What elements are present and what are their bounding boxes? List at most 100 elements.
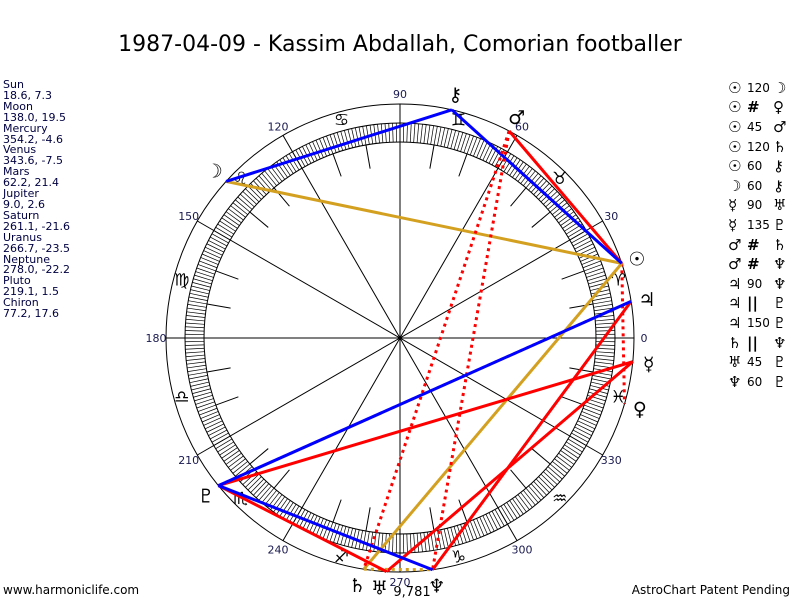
degree-tick	[186, 315, 206, 318]
website-link[interactable]: www.harmoniclife.com	[3, 583, 140, 597]
degree-tick	[326, 135, 334, 154]
degree-tick	[315, 518, 324, 537]
aspect-line-sun-moon	[225, 179, 623, 265]
ten-degree-tick	[458, 153, 468, 177]
degree-tick	[552, 461, 568, 474]
planet-values-sun: 18.6, 7.3	[3, 88, 52, 102]
degree-tick	[188, 375, 208, 380]
degree-tick	[514, 496, 527, 513]
ten-degree-tick	[215, 396, 239, 406]
aspect-line-saturn-neptune	[363, 567, 433, 572]
venus-glyph-icon: ♀	[773, 98, 784, 117]
aspect-label: 60	[747, 159, 763, 174]
degree-tick	[245, 473, 260, 488]
degree-label: 120	[268, 121, 289, 134]
degree-tick	[423, 124, 427, 144]
moon-glyph-icon: ☽	[773, 78, 787, 97]
aspect-label: 45	[747, 355, 763, 370]
pluto-glyph-icon: ♇	[773, 313, 787, 332]
degree-tick	[562, 447, 579, 459]
degree-tick	[577, 420, 596, 430]
degree-tick	[282, 502, 294, 519]
mars-glyph-icon: ♂	[773, 117, 787, 136]
degree-tick	[450, 527, 456, 546]
degree-tick	[585, 401, 604, 409]
planet-name-sun: Sun	[3, 78, 24, 91]
degree-tick	[388, 123, 391, 143]
degree-tick	[322, 520, 331, 539]
degree-tick	[185, 354, 205, 358]
mars-glyph-icon: ♂	[728, 255, 742, 274]
degree-tick	[187, 307, 206, 312]
degree-label: 210	[178, 454, 199, 467]
degree-tick	[476, 518, 485, 537]
jupiter-glyph-icon: ♃	[728, 294, 742, 313]
aspect-row: ☉ 60 ⚷	[728, 156, 792, 176]
degree-tick	[392, 533, 394, 553]
planet-name-mercury: Mercury	[3, 121, 48, 135]
degree-tick	[185, 347, 205, 350]
neptune-glyph-icon: ♆︎	[428, 576, 445, 598]
aspect-label: ||	[747, 333, 758, 352]
aspect-row: ☉ 45 ♂	[728, 117, 792, 137]
degree-tick	[500, 505, 512, 523]
degree-tick	[585, 267, 604, 275]
degree-tick	[587, 274, 606, 282]
degree-tick	[549, 463, 565, 477]
degree-tick	[326, 522, 334, 541]
mars-glyph-icon: ♂	[728, 235, 742, 254]
saturn-glyph-icon: ♄	[773, 137, 787, 156]
chiron-glyph-icon: ⚷︎	[448, 84, 462, 106]
degree-tick	[206, 243, 224, 253]
degree-tick	[423, 532, 427, 552]
degree-tick	[185, 351, 205, 354]
degree-tick	[588, 391, 607, 398]
aspect-row: ♆ 60 ♇	[728, 372, 792, 392]
sun-glyph-icon: ☉	[728, 98, 742, 117]
degree-tick	[255, 483, 270, 499]
degree-tick	[463, 134, 471, 153]
degree-tick	[247, 476, 262, 491]
ten-degree-tick	[273, 469, 290, 489]
ten-degree-tick	[332, 153, 342, 177]
planet-values-saturn: 261.1, -21.6	[3, 219, 70, 233]
degree-tick	[488, 512, 498, 530]
degree-tick	[200, 257, 219, 265]
degree-tick	[592, 300, 612, 305]
degree-tick	[437, 126, 442, 146]
degree-tick	[185, 322, 205, 325]
aspect-row: ☉ # ♀	[728, 98, 792, 118]
ten-degree-tick	[510, 469, 527, 489]
sun-glyph-icon: ☉︎	[628, 248, 645, 270]
degree-tick	[261, 173, 275, 189]
degree-tick	[242, 191, 257, 205]
degree-tick	[554, 458, 570, 471]
ten-degree-tick	[569, 303, 594, 309]
mercury-glyph-icon: ☿︎	[643, 353, 655, 375]
degree-tick	[520, 492, 533, 508]
ten-degree-tick	[206, 367, 231, 373]
aspect-line-sun-mars	[507, 130, 623, 265]
patent-notice: AstroChart Patent Pending	[631, 583, 790, 597]
degree-tick	[362, 530, 367, 550]
degree-tick	[223, 450, 240, 462]
degree-tick	[196, 267, 215, 275]
degree-tick	[204, 246, 223, 256]
planet-values-uranus: 266.7, -23.5	[3, 241, 70, 255]
degree-tick	[235, 199, 251, 213]
degree-tick	[211, 432, 229, 443]
neptune-glyph-icon: ♆	[728, 372, 742, 391]
jupiter-glyph-icon: ♃	[728, 274, 742, 293]
degree-tick	[322, 137, 331, 156]
neptune-glyph-icon: ♆	[773, 255, 787, 274]
aspect-row: ♃ 90 ♆	[728, 274, 792, 294]
degree-tick	[239, 193, 255, 208]
degree-tick	[556, 455, 572, 468]
degree-tick	[261, 487, 275, 503]
aspect-row: ☿ 135 ♇	[728, 215, 792, 235]
degree-tick	[329, 523, 337, 542]
aspect-line-sun-venus	[620, 263, 626, 405]
degree-tick	[192, 282, 211, 288]
aspect-row: ☉ 120 ☽	[728, 78, 792, 98]
degree-tick	[193, 278, 212, 285]
